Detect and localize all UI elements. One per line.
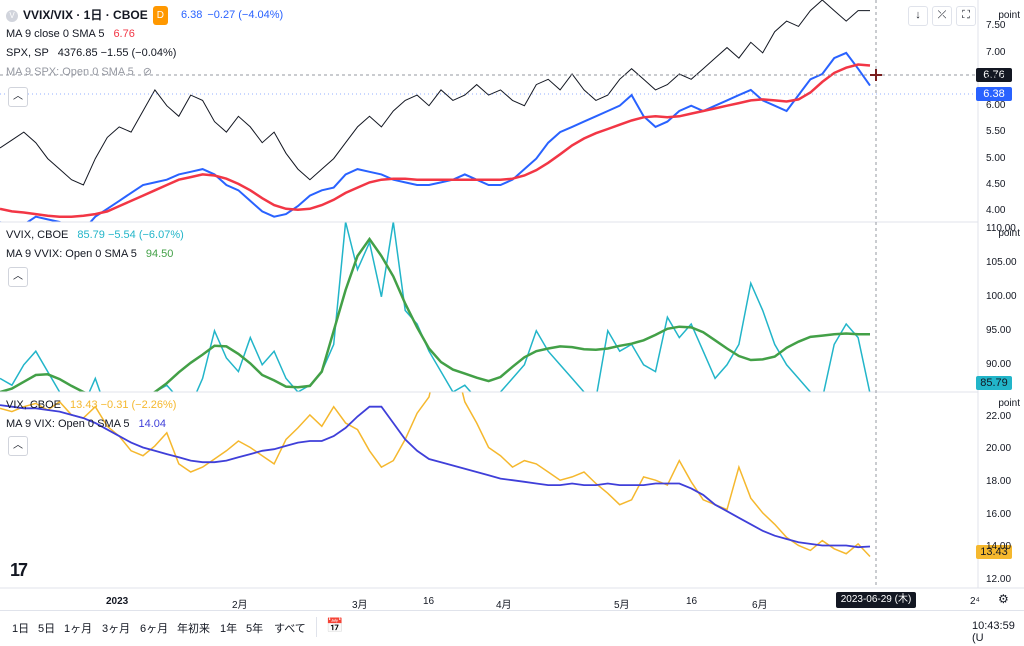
pane-vvix-lines bbox=[0, 222, 871, 419]
crosshair-date-label: 2023-06-29 (木) bbox=[836, 592, 916, 608]
vvix-symbol[interactable]: VVIX, CBOE bbox=[6, 229, 69, 241]
range-all[interactable]: すべて bbox=[274, 623, 306, 635]
tradingview-logo: 17 bbox=[10, 560, 28, 580]
legend-pane3: VIX, CBOE 13.43 −0.31 (−2.26%) MA 9 VIX:… bbox=[6, 396, 176, 434]
x-tick-label: 2月 bbox=[232, 600, 248, 611]
y-tick-label: 7.00 bbox=[986, 46, 1006, 58]
legend-pane2: VVIX, CBOE 85.79 −5.54 (−6.07%) MA 9 VVI… bbox=[6, 226, 184, 264]
pane-vix-lines bbox=[0, 343, 871, 558]
y-tick-label: 90.00 bbox=[986, 358, 1012, 370]
y-tick-label: 6.00 bbox=[986, 99, 1006, 111]
x-tick-right: 2⁴ bbox=[970, 596, 980, 607]
y-tick-label: 22.00 bbox=[986, 410, 1012, 422]
y-tick-label: 12.00 bbox=[986, 573, 1012, 585]
session-badge: D bbox=[152, 6, 168, 25]
y-tick-label: 14.00 bbox=[986, 541, 1012, 553]
x-tick-label: 5月 bbox=[614, 600, 630, 611]
price-badge-ma: 6.76 bbox=[976, 68, 1012, 82]
vix-symbol[interactable]: VIX, CBOE bbox=[6, 399, 62, 411]
hidden-eye-icon[interactable]: ⊘ bbox=[142, 66, 153, 78]
legend-pane1: V VVIX/VIX · 1日 · CBOE D 6.38 −0.27 (−4.… bbox=[6, 6, 283, 82]
y-tick-label: 16.00 bbox=[986, 508, 1012, 520]
collapse-legend-button[interactable]: ︿ bbox=[8, 267, 28, 287]
y-tick-label: 18.00 bbox=[986, 475, 1012, 487]
y-tick-label: 100.00 bbox=[986, 290, 1017, 302]
unit-label: point bbox=[998, 10, 1020, 21]
spx-label[interactable]: SPX, SP bbox=[6, 47, 49, 59]
y-tick-label: 4.00 bbox=[986, 205, 1006, 217]
settings-gear-icon[interactable]: ⚙ bbox=[998, 592, 1009, 606]
y-tick-label: 5.50 bbox=[986, 126, 1006, 138]
ma-value: 6.76 bbox=[113, 28, 135, 40]
x-tick-label: 6月 bbox=[752, 600, 768, 611]
move-down-icon[interactable]: ↓ bbox=[908, 6, 928, 26]
date-range-calendar-icon[interactable]: 📅 bbox=[326, 617, 344, 633]
vvix-ma-label[interactable]: MA 9 VVIX: Open 0 SMA 5 bbox=[6, 248, 137, 260]
y-tick-label: 5.00 bbox=[986, 152, 1006, 164]
pane-vvix-vix-lines bbox=[0, 0, 871, 230]
series-line-2-2[interactable] bbox=[0, 236, 870, 402]
range-1y[interactable]: 1年 bbox=[220, 623, 238, 635]
y-tick-label: 6.50 bbox=[986, 73, 1006, 85]
series-line-3-1[interactable] bbox=[0, 343, 871, 558]
x-tick-label: 16 bbox=[686, 596, 698, 607]
symbol-change: −0.27 (−4.04%) bbox=[207, 9, 284, 21]
clock-time: 10:43:59 (U bbox=[972, 620, 1015, 644]
x-tick-label: 16 bbox=[423, 596, 435, 607]
vix-ma-value: 14.04 bbox=[138, 418, 167, 430]
unit-label: point bbox=[998, 228, 1020, 239]
range-5y[interactable]: 5年 bbox=[246, 623, 264, 635]
crosshair-cursor-icon bbox=[870, 69, 882, 81]
bottom-toolbar: 1日 5日 1ヶ月 3ヶ月 6ヶ月 年初来 1年 5年 すべて 📅 10:43:… bbox=[0, 610, 1024, 646]
series-line-1-3[interactable] bbox=[0, 0, 870, 186]
series-line-1-1[interactable] bbox=[0, 51, 871, 230]
y-tick-label: 105.00 bbox=[986, 256, 1017, 268]
price-badge-vvix: 85.79 bbox=[976, 376, 1012, 390]
vix-ma-label[interactable]: MA 9 VIX: Open 0 SMA 5 bbox=[6, 418, 130, 430]
series-line-1-2[interactable] bbox=[0, 63, 871, 218]
x-tick-label: 3月 bbox=[352, 600, 368, 611]
range-ytd[interactable]: 年初来 bbox=[177, 623, 210, 635]
price-badge-vix: 13.43 bbox=[976, 545, 1012, 559]
range-1m[interactable]: 1ヶ月 bbox=[64, 623, 93, 635]
range-5d[interactable]: 5日 bbox=[38, 623, 56, 635]
ma-label[interactable]: MA 9 close 0 SMA 5 bbox=[6, 28, 105, 40]
collapse-legend-button[interactable]: ︿ bbox=[8, 436, 28, 456]
collapse-legend-button[interactable]: ︿ bbox=[8, 87, 28, 107]
range-3m[interactable]: 3ヶ月 bbox=[102, 623, 131, 635]
x-tick-label: 4月 bbox=[496, 600, 512, 611]
series-line-2-1[interactable] bbox=[0, 222, 871, 419]
price-badge-last: 6.38 bbox=[976, 87, 1012, 101]
x-tick-label: 2023 bbox=[106, 596, 129, 607]
vix-value: 13.43 −0.31 (−2.26%) bbox=[70, 399, 177, 411]
symbol-title[interactable]: VVIX/VIX · 1日 · CBOE bbox=[23, 8, 148, 22]
y-tick-label: 20.00 bbox=[986, 443, 1012, 455]
unit-label: point bbox=[998, 398, 1020, 409]
symbol-icon: V bbox=[6, 9, 18, 22]
series-line-3-2[interactable] bbox=[0, 404, 871, 549]
spx-value: 4376.85 −1.55 (−0.04%) bbox=[57, 47, 177, 59]
range-6m[interactable]: 6ヶ月 bbox=[140, 623, 169, 635]
y-tick-label: 110.00 bbox=[986, 222, 1016, 234]
pane-controls: ↓ ⤫ ⛶ bbox=[908, 6, 976, 26]
y-tick-label: 95.00 bbox=[986, 324, 1012, 336]
symbol-value: 6.38 bbox=[180, 9, 203, 21]
maximize-pane-icon[interactable]: ⛶ bbox=[956, 6, 976, 26]
separator bbox=[316, 617, 317, 637]
chart-canvas[interactable] bbox=[0, 0, 1024, 610]
vvix-ma-value: 94.50 bbox=[145, 248, 174, 260]
y-tick-label: 7.50 bbox=[986, 20, 1006, 32]
y-tick-label: 4.50 bbox=[986, 179, 1006, 190]
range-1d[interactable]: 1日 bbox=[12, 623, 30, 635]
spx-ma-label[interactable]: MA 9 SPX: Open 0 SMA 5 bbox=[6, 66, 134, 78]
vvix-value: 85.79 −5.54 (−6.07%) bbox=[77, 229, 184, 241]
collapse-pane-icon[interactable]: ⤫ bbox=[932, 6, 952, 26]
